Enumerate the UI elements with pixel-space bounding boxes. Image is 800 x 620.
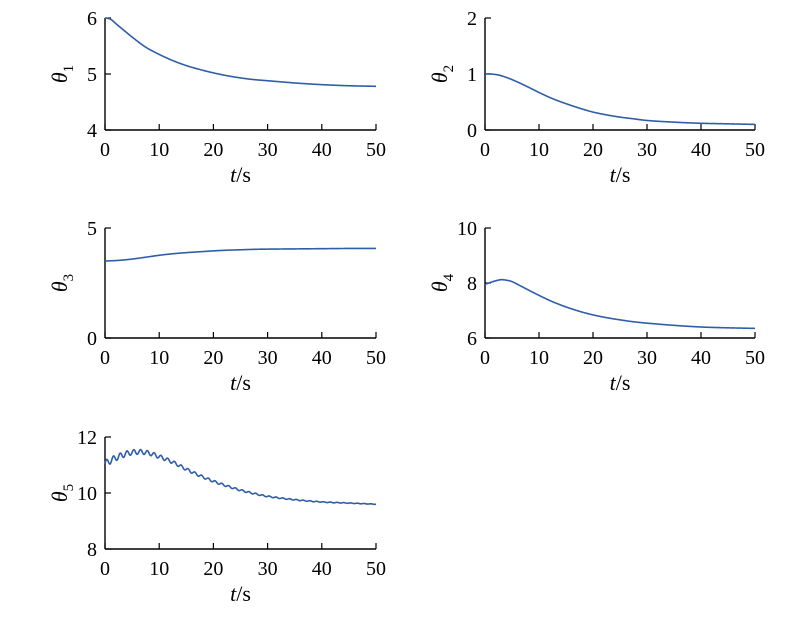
x-axis-label-unit: /s xyxy=(616,370,631,395)
x-tick-label: 20 xyxy=(203,139,223,161)
x-tick-label: 0 xyxy=(480,139,490,161)
x-tick-label: 10 xyxy=(149,347,169,369)
x-tick-label: 10 xyxy=(149,558,169,580)
x-tick-label: 40 xyxy=(691,347,711,369)
chart-panel-3: 0 10 20 30 40 50 0 5 t/s θ3 xyxy=(47,218,386,395)
y-tick-label: 8 xyxy=(87,539,97,561)
x-tick-label: 0 xyxy=(100,139,110,161)
y-axis-label-base: θ xyxy=(427,72,452,83)
x-axis-label-var: t xyxy=(610,162,617,187)
x-tick-label: 50 xyxy=(745,347,765,369)
y-axis-label-base: θ xyxy=(47,491,72,502)
y-tick-label: 8 xyxy=(467,273,477,295)
x-tick-label: 0 xyxy=(480,347,490,369)
x-axis-label-var: t xyxy=(230,162,237,187)
x-axis-label-unit: /s xyxy=(236,370,251,395)
y-axis-label-subscript: 5 xyxy=(61,484,77,492)
y-tick-label: 0 xyxy=(467,120,477,142)
x-tick-label: 40 xyxy=(312,558,332,580)
x-axis-label-var: t xyxy=(230,370,237,395)
y-tick-label: 5 xyxy=(87,64,97,86)
x-tick-label: 0 xyxy=(100,558,110,580)
y-axis-label: θ3 xyxy=(47,274,77,292)
y-tick-label: 5 xyxy=(87,218,97,240)
y-tick-label: 2 xyxy=(467,8,477,30)
x-axis-label-unit: /s xyxy=(236,162,251,187)
x-axis-label-var: t xyxy=(230,581,237,606)
y-tick-label: 10 xyxy=(457,218,477,240)
x-axis-label: t/s xyxy=(230,370,251,395)
x-tick-label: 20 xyxy=(583,347,603,369)
x-tick-label: 10 xyxy=(529,347,549,369)
chart-panel-1: 0 10 20 30 40 50 4 5 6 t/s θ1 xyxy=(47,8,386,187)
x-axis-label-unit: /s xyxy=(616,162,631,187)
x-tick-label: 10 xyxy=(529,139,549,161)
x-tick-label: 50 xyxy=(366,347,386,369)
y-axis-label-subscript: 4 xyxy=(441,273,457,281)
y-axis-label-base: θ xyxy=(427,281,452,292)
y-tick-label: 0 xyxy=(87,328,97,350)
x-axis-label: t/s xyxy=(230,581,251,606)
x-tick-label: 30 xyxy=(258,139,278,161)
y-tick-label: 6 xyxy=(467,328,477,350)
x-tick-label: 50 xyxy=(745,139,765,161)
x-tick-label: 50 xyxy=(366,558,386,580)
x-tick-label: 30 xyxy=(637,347,657,369)
x-axis-label: t/s xyxy=(610,162,631,187)
y-tick-label: 10 xyxy=(77,483,97,505)
series-line-theta-2 xyxy=(484,73,756,126)
x-axis-label: t/s xyxy=(610,370,631,395)
x-tick-label: 20 xyxy=(203,347,223,369)
y-tick-label: 4 xyxy=(87,120,97,142)
y-axis-label-subscript: 1 xyxy=(61,65,77,73)
series-line-theta-4 xyxy=(484,278,756,330)
y-axis-label-subscript: 3 xyxy=(61,274,77,282)
series-line-theta-5 xyxy=(104,448,377,506)
chart-panel-5: 0 10 20 30 40 50 8 10 12 t/s θ5 xyxy=(47,427,386,606)
x-tick-label: 20 xyxy=(203,558,223,580)
series-line-theta-1 xyxy=(104,17,377,88)
y-tick-label: 1 xyxy=(467,64,477,86)
x-tick-label: 30 xyxy=(258,558,278,580)
x-tick-label: 50 xyxy=(366,139,386,161)
x-tick-label: 10 xyxy=(149,139,169,161)
x-tick-label: 40 xyxy=(691,139,711,161)
x-tick-label: 30 xyxy=(258,347,278,369)
x-axis-label: t/s xyxy=(230,162,251,187)
x-axis-label-unit: /s xyxy=(236,581,251,606)
y-axis-label: θ1 xyxy=(47,65,77,83)
y-axis-label-base: θ xyxy=(47,281,72,292)
x-tick-label: 20 xyxy=(583,139,603,161)
y-tick-label: 6 xyxy=(87,8,97,30)
x-tick-label: 30 xyxy=(637,139,657,161)
y-axis-label-base: θ xyxy=(47,72,72,83)
x-tick-label: 40 xyxy=(312,139,332,161)
x-axis-label-var: t xyxy=(610,370,617,395)
x-tick-label: 0 xyxy=(100,347,110,369)
y-axis-label-subscript: 2 xyxy=(441,65,457,73)
chart-panel-4: 0 10 20 30 40 50 6 8 10 t/s θ4 xyxy=(427,218,765,395)
y-axis-label: θ5 xyxy=(47,484,77,502)
y-axis-label: θ4 xyxy=(427,273,457,292)
x-tick-label: 40 xyxy=(312,347,332,369)
series-line-theta-3 xyxy=(104,247,377,262)
y-axis-label: θ2 xyxy=(427,65,457,83)
y-tick-label: 12 xyxy=(77,427,97,449)
